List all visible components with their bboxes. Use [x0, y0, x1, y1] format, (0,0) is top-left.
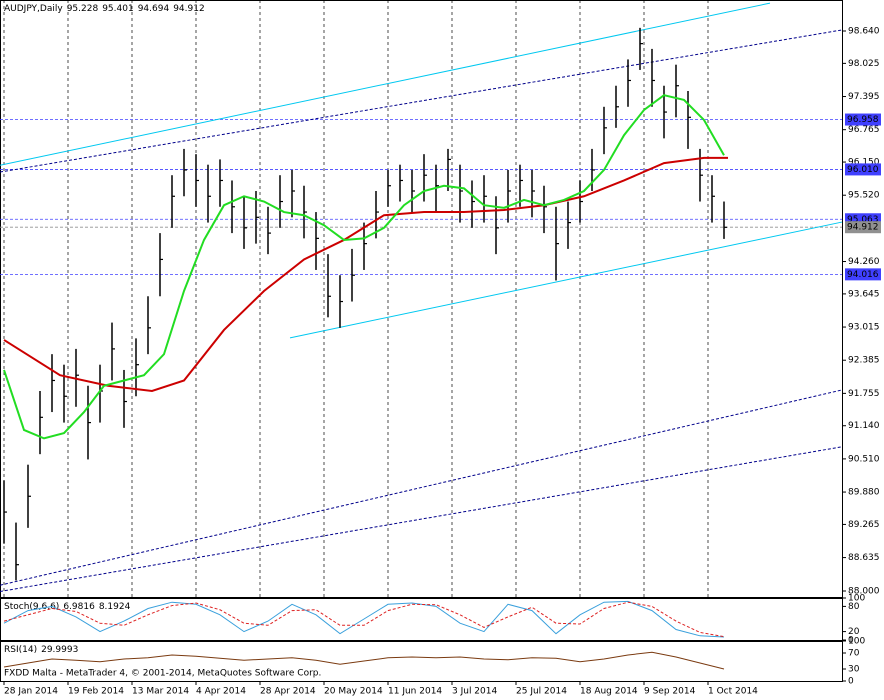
y-tick-label: 96.765 [848, 125, 880, 135]
readout-value: 95.228 [67, 4, 99, 14]
trendline [0, 29, 843, 173]
x-tick-label: 28 Jan 2014 [4, 687, 58, 697]
readout-value: 94.912 [173, 4, 205, 14]
indicator-line [3, 601, 725, 638]
y-tick-label: 100 [848, 637, 865, 647]
panel-header: Stoch(9,6,6) 6.9816 8.1924 [4, 602, 131, 612]
level-label: 94.016 [847, 270, 879, 280]
x-tick-label: 13 Mar 2014 [132, 687, 189, 697]
panel-frame [0, 641, 843, 682]
y-tick-label: 20 [848, 627, 860, 637]
y-tick-label: 80 [848, 602, 860, 612]
y-tick-label: 97.395 [848, 92, 880, 102]
panel-header: RSI(14) 29.9993 [4, 645, 78, 655]
footer: FXDD Malta - MetaTrader 4, © 2001-2014, … [4, 669, 321, 679]
y-tick-label: 90.510 [848, 454, 880, 464]
moving-average [3, 156, 728, 393]
moving-average [3, 94, 725, 440]
readout-value: 6.9816 [63, 602, 95, 612]
trendline [0, 446, 843, 593]
y-tick-label: 91.140 [848, 421, 880, 431]
x-tick-label: 4 Apr 2014 [196, 687, 246, 697]
x-tick-label: 25 Jul 2014 [516, 687, 567, 697]
panel-frame [0, 0, 843, 598]
y-tick-label: 98.025 [848, 59, 880, 69]
readout-value: 95.401 [102, 4, 134, 14]
y-tick-label: 95.520 [848, 191, 880, 201]
y-tick-label: 100 [848, 594, 865, 604]
readout-value: 94.694 [138, 4, 170, 14]
level-label-box [845, 268, 881, 281]
y-tick-label: 30 [848, 665, 860, 675]
x-tick-label: 1 Oct 2014 [708, 687, 758, 697]
readout-value: 8.1924 [99, 602, 131, 612]
y-tick-label: 96.150 [848, 158, 880, 168]
level-label: 95.063 [847, 215, 879, 225]
level-label: 94.912 [847, 223, 879, 233]
x-tick-label: 18 Aug 2014 [580, 687, 638, 697]
level-label-box [845, 113, 881, 126]
x-tick-label: 9 Sep 2014 [644, 687, 696, 697]
y-tick-label: 88.635 [848, 553, 880, 563]
y-tick-label: 92.385 [848, 356, 880, 366]
y-tick-label: 89.265 [848, 520, 880, 530]
y-tick-label: 93.015 [848, 323, 880, 333]
y-tick-label: 70 [848, 649, 860, 659]
y-tick-label: 94.260 [848, 257, 880, 267]
panel-title: AUDJPY,Daily [4, 4, 63, 14]
x-tick-label: 28 Apr 2014 [260, 687, 316, 697]
x-tick-label: 11 Jun 2014 [388, 687, 442, 697]
y-tick-label: 98.640 [848, 27, 880, 37]
indicator-line [3, 651, 725, 670]
y-tick-label: 88.000 [848, 587, 880, 597]
panel-header: AUDJPY,Daily 95.228 95.401 94.694 94.912 [4, 4, 205, 14]
indicator-line [3, 600, 725, 638]
panel-frame [0, 598, 843, 641]
y-tick-label: 89.880 [848, 488, 880, 498]
y-tick-label: 0 [848, 677, 854, 687]
trendline [0, 2, 771, 166]
y-tick-label: 93.645 [848, 289, 880, 299]
x-tick-label: 3 Jul 2014 [452, 687, 497, 697]
trendline [0, 389, 843, 586]
panel-title: RSI(14) [4, 645, 37, 655]
level-label-box [845, 163, 881, 176]
level-label: 96.010 [847, 165, 879, 175]
y-tick-label: 91.755 [848, 389, 880, 399]
level-label-box [845, 221, 881, 234]
x-tick-label: 20 May 2014 [324, 687, 383, 697]
y-tick-label: 0 [848, 636, 854, 646]
trendline [289, 221, 843, 339]
x-tick-label: 19 Feb 2014 [68, 687, 124, 697]
level-label: 96.958 [847, 115, 879, 125]
panel-title: Stoch(9,6,6) [4, 602, 59, 612]
readout-value: 29.9993 [41, 645, 78, 655]
